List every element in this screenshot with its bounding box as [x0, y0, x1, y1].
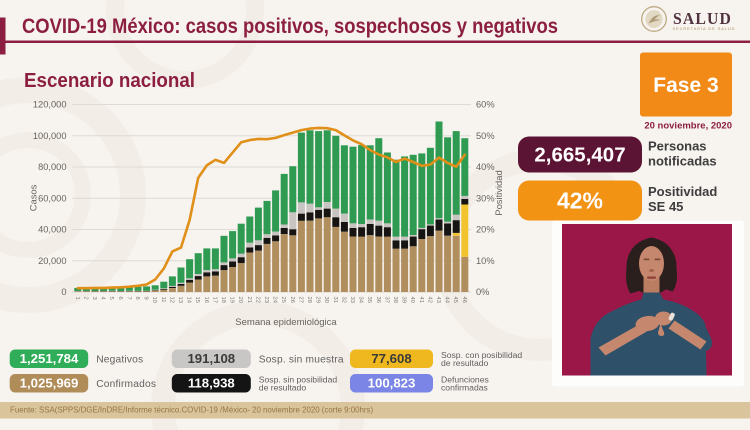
svg-text:43: 43: [435, 297, 441, 303]
svg-text:Semana epidemiológica: Semana epidemiológica: [235, 317, 337, 328]
svg-text:100,823: 100,823: [368, 376, 416, 391]
svg-text:40%: 40%: [476, 162, 495, 172]
svg-text:COVID-19 México: casos positiv: COVID-19 México: casos positivos, sospec…: [22, 15, 558, 38]
svg-text:15: 15: [194, 297, 200, 303]
svg-text:24: 24: [272, 297, 278, 304]
svg-text:17: 17: [211, 297, 217, 303]
svg-text:SECRETARÍA DE SALUD: SECRETARÍA DE SALUD: [673, 26, 736, 31]
svg-text:Personas: Personas: [648, 139, 707, 154]
svg-text:42%: 42%: [557, 188, 603, 214]
svg-text:30%: 30%: [476, 193, 495, 203]
svg-text:42: 42: [426, 297, 432, 303]
svg-text:32: 32: [340, 297, 346, 303]
svg-text:29: 29: [315, 297, 321, 303]
svg-text:8: 8: [134, 297, 140, 300]
svg-text:20 noviembre, 2020: 20 noviembre, 2020: [644, 121, 732, 132]
svg-text:27: 27: [297, 297, 303, 303]
svg-text:60,000: 60,000: [38, 193, 66, 203]
svg-text:35: 35: [366, 297, 372, 303]
svg-text:23: 23: [263, 297, 269, 303]
svg-text:60%: 60%: [476, 100, 495, 110]
svg-text:Sosp. con posibilidad: Sosp. con posibilidad: [441, 350, 522, 360]
svg-text:46: 46: [461, 297, 467, 303]
svg-text:Sosp. sin posibilidad: Sosp. sin posibilidad: [259, 374, 338, 384]
svg-text:20,000: 20,000: [38, 256, 66, 266]
svg-text:22: 22: [254, 297, 260, 303]
svg-text:26: 26: [289, 297, 295, 303]
svg-text:31: 31: [332, 297, 338, 303]
svg-text:Confirmados: Confirmados: [96, 379, 156, 390]
svg-text:33: 33: [349, 297, 355, 303]
svg-text:13: 13: [177, 297, 183, 303]
svg-text:1: 1: [74, 297, 80, 300]
svg-text:Escenario nacional: Escenario nacional: [24, 70, 195, 92]
svg-text:77,608: 77,608: [371, 351, 411, 366]
svg-text:18: 18: [220, 297, 226, 303]
svg-text:28: 28: [306, 297, 312, 303]
svg-text:20%: 20%: [476, 225, 495, 235]
svg-text:SALUD: SALUD: [673, 9, 732, 28]
svg-text:3: 3: [91, 297, 97, 300]
svg-text:21: 21: [246, 297, 252, 303]
svg-text:confirmadas: confirmadas: [441, 383, 488, 393]
svg-text:12: 12: [168, 297, 174, 303]
svg-text:120,000: 120,000: [33, 100, 67, 110]
svg-text:4: 4: [100, 297, 106, 301]
svg-text:16: 16: [203, 297, 209, 303]
svg-text:Positividad: Positividad: [648, 184, 717, 199]
svg-text:34: 34: [358, 297, 364, 304]
svg-text:80,000: 80,000: [38, 162, 66, 172]
svg-text:Negativos: Negativos: [96, 355, 143, 366]
svg-text:Defunciones: Defunciones: [441, 374, 489, 384]
svg-text:SE 45: SE 45: [648, 199, 683, 214]
svg-text:10%: 10%: [476, 256, 495, 266]
svg-text:0: 0: [61, 287, 66, 297]
svg-text:25: 25: [280, 297, 286, 303]
svg-text:notificadas: notificadas: [648, 154, 717, 169]
svg-text:118,938: 118,938: [188, 376, 235, 391]
svg-text:Fase 3: Fase 3: [653, 74, 718, 97]
svg-text:44: 44: [444, 297, 450, 304]
svg-text:de resultado: de resultado: [441, 358, 489, 368]
svg-text:19: 19: [229, 297, 235, 303]
svg-text:20: 20: [237, 297, 243, 303]
svg-text:Sosp. sin muestra: Sosp. sin muestra: [259, 355, 344, 366]
svg-text:100,000: 100,000: [33, 131, 67, 141]
svg-text:191,108: 191,108: [187, 351, 235, 366]
svg-text:Casos: Casos: [28, 184, 39, 211]
svg-text:40,000: 40,000: [38, 225, 66, 235]
svg-text:30: 30: [323, 297, 329, 303]
svg-text:38: 38: [392, 297, 398, 303]
svg-text:39: 39: [401, 297, 407, 303]
svg-text:45: 45: [452, 297, 458, 303]
svg-text:7: 7: [125, 297, 131, 300]
svg-text:1,025,969: 1,025,969: [20, 376, 79, 391]
svg-text:41: 41: [418, 297, 424, 303]
svg-text:Positividad: Positividad: [493, 170, 504, 215]
svg-text:37: 37: [383, 297, 389, 303]
svg-text:de resultado: de resultado: [259, 383, 307, 393]
svg-text:14: 14: [186, 297, 192, 304]
svg-text:50%: 50%: [476, 131, 495, 141]
svg-text:5: 5: [108, 297, 114, 300]
svg-text:Fuente: SSA(SPPS/DGE/InDRE/Inf: Fuente: SSA(SPPS/DGE/InDRE/Informe técni…: [10, 406, 373, 415]
svg-text:2: 2: [82, 297, 88, 300]
svg-text:2,665,407: 2,665,407: [534, 144, 625, 167]
svg-text:36: 36: [375, 297, 381, 303]
svg-text:6: 6: [117, 297, 123, 300]
svg-text:1,251,784: 1,251,784: [20, 351, 79, 366]
svg-text:40: 40: [409, 297, 415, 303]
svg-text:0%: 0%: [476, 287, 489, 297]
svg-text:11: 11: [160, 297, 166, 303]
svg-text:9: 9: [143, 297, 149, 300]
svg-text:10: 10: [151, 297, 157, 303]
